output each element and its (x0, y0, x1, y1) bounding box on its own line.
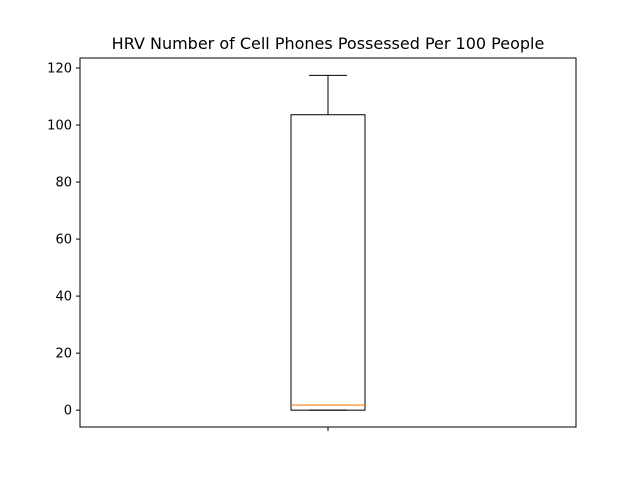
y-tick-label: 20 (55, 347, 72, 362)
chart-title: HRV Number of Cell Phones Possessed Per … (112, 34, 545, 53)
box (290, 114, 366, 411)
y-tick-label: 120 (47, 61, 72, 76)
y-tick-label: 80 (55, 176, 72, 191)
y-tick-label: 40 (55, 290, 72, 305)
plot-area: 0 20 40 60 80 100 120 (47, 57, 577, 431)
y-tick-label: 100 (47, 119, 72, 134)
y-tick-label: 60 (55, 233, 72, 248)
y-tick-label: 0 (64, 404, 72, 419)
